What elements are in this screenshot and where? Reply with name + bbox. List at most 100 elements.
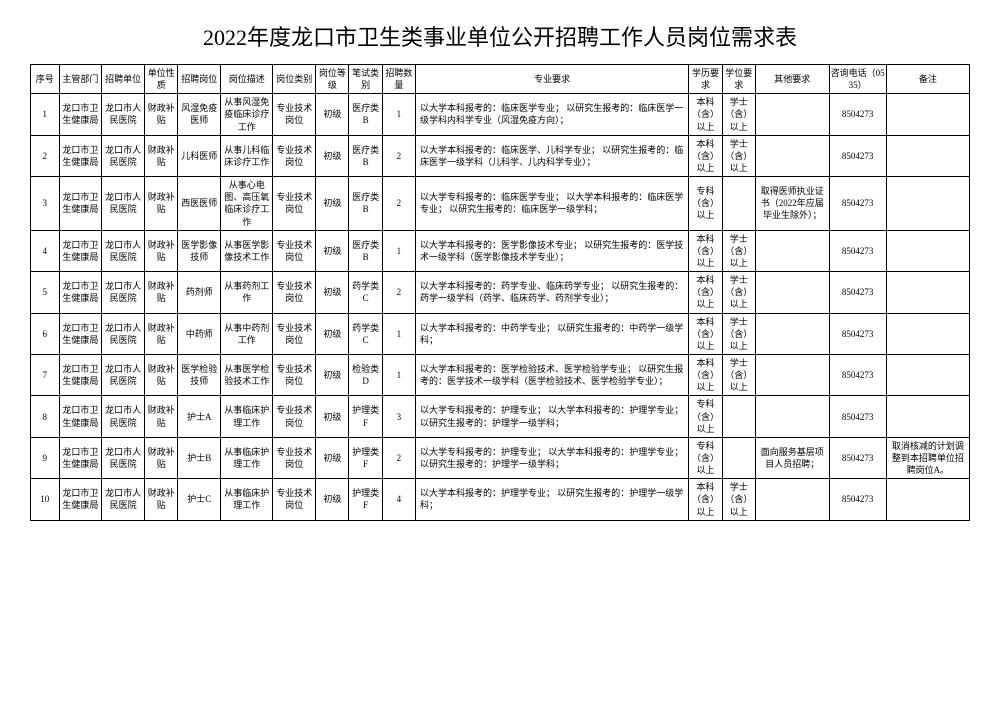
cell-exam: 护理类F bbox=[349, 396, 382, 437]
cell-edu: 本科（含）以上 bbox=[689, 272, 722, 313]
cell-note bbox=[886, 354, 969, 395]
cell-nature: 财政补贴 bbox=[145, 94, 178, 135]
table-row: 10龙口市卫生健康局龙口市人民医院财政补贴护士C从事临床护理工作专业技术岗位初级… bbox=[31, 479, 970, 520]
cell-note bbox=[886, 272, 969, 313]
cell-other bbox=[755, 272, 829, 313]
cell-exam: 医疗类B bbox=[349, 94, 382, 135]
cell-exam: 护理类F bbox=[349, 437, 382, 478]
cell-level: 初级 bbox=[316, 272, 349, 313]
cell-unit: 龙口市人民医院 bbox=[102, 354, 145, 395]
cell-position: 中药师 bbox=[178, 313, 221, 354]
cell-other bbox=[755, 94, 829, 135]
cell-idx: 9 bbox=[31, 437, 60, 478]
cell-note bbox=[886, 479, 969, 520]
cell-num: 1 bbox=[382, 354, 415, 395]
table-row: 8龙口市卫生健康局龙口市人民医院财政补贴护士A从事临床护理工作专业技术岗位初级护… bbox=[31, 396, 970, 437]
cell-note bbox=[886, 230, 969, 271]
cell-other bbox=[755, 135, 829, 176]
cell-tel: 8504273 bbox=[829, 272, 886, 313]
col-num: 招聘数量 bbox=[382, 65, 415, 94]
cell-other bbox=[755, 354, 829, 395]
cell-dept: 龙口市卫生健康局 bbox=[59, 272, 102, 313]
cell-unit: 龙口市人民医院 bbox=[102, 94, 145, 135]
cell-other bbox=[755, 230, 829, 271]
cell-req: 以大学专科报考的：护理专业； 以大学本科报考的：护理学专业； 以研究生报考的：护… bbox=[416, 437, 689, 478]
cell-category: 专业技术岗位 bbox=[273, 479, 316, 520]
cell-exam: 医疗类B bbox=[349, 177, 382, 231]
col-degree: 学位要求 bbox=[722, 65, 755, 94]
cell-edu: 专科（含）以上 bbox=[689, 437, 722, 478]
cell-dept: 龙口市卫生健康局 bbox=[59, 354, 102, 395]
cell-other bbox=[755, 479, 829, 520]
cell-degree bbox=[722, 396, 755, 437]
cell-req: 以大学本科报考的：医学影像技术专业； 以研究生报考的：医学技术一级学科（医学影像… bbox=[416, 230, 689, 271]
cell-nature: 财政补贴 bbox=[145, 230, 178, 271]
cell-num: 2 bbox=[382, 272, 415, 313]
cell-req: 以大学专科报考的：临床医学专业； 以大学本科报考的：临床医学专业； 以研究生报考… bbox=[416, 177, 689, 231]
cell-tel: 8504273 bbox=[829, 396, 886, 437]
table-row: 4龙口市卫生健康局龙口市人民医院财政补贴医学影像技师从事医学影像技术工作专业技术… bbox=[31, 230, 970, 271]
col-other: 其他要求 bbox=[755, 65, 829, 94]
cell-level: 初级 bbox=[316, 230, 349, 271]
page-title: 2022年度龙口市卫生类事业单位公开招聘工作人员岗位需求表 bbox=[30, 20, 970, 52]
cell-level: 初级 bbox=[316, 313, 349, 354]
cell-nature: 财政补贴 bbox=[145, 272, 178, 313]
cell-category: 专业技术岗位 bbox=[273, 272, 316, 313]
recruitment-table: 序号 主管部门 招聘单位 单位性质 招聘岗位 岗位描述 岗位类别 岗位等级 笔试… bbox=[30, 64, 970, 521]
cell-unit: 龙口市人民医院 bbox=[102, 230, 145, 271]
cell-position: 医学影像技师 bbox=[178, 230, 221, 271]
cell-idx: 8 bbox=[31, 396, 60, 437]
cell-nature: 财政补贴 bbox=[145, 354, 178, 395]
cell-level: 初级 bbox=[316, 479, 349, 520]
cell-other: 取得医师执业证书（2022年应届毕业生除外）； bbox=[755, 177, 829, 231]
col-tel: 咨询电话（0535） bbox=[829, 65, 886, 94]
cell-nature: 财政补贴 bbox=[145, 135, 178, 176]
cell-exam: 护理类F bbox=[349, 479, 382, 520]
cell-desc: 从事中药剂工作 bbox=[221, 313, 273, 354]
cell-unit: 龙口市人民医院 bbox=[102, 437, 145, 478]
table-body: 1龙口市卫生健康局龙口市人民医院财政补贴风湿免疫医师从事风湿免疫临床诊疗工作专业… bbox=[31, 94, 970, 520]
cell-exam: 医疗类B bbox=[349, 230, 382, 271]
table-row: 5龙口市卫生健康局龙口市人民医院财政补贴药剂师从事药剂工作专业技术岗位初级药学类… bbox=[31, 272, 970, 313]
cell-edu: 专科（含）以上 bbox=[689, 396, 722, 437]
col-level: 岗位等级 bbox=[316, 65, 349, 94]
cell-idx: 1 bbox=[31, 94, 60, 135]
cell-position: 西医医师 bbox=[178, 177, 221, 231]
col-nature: 单位性质 bbox=[145, 65, 178, 94]
table-row: 1龙口市卫生健康局龙口市人民医院财政补贴风湿免疫医师从事风湿免疫临床诊疗工作专业… bbox=[31, 94, 970, 135]
cell-desc: 从事风湿免疫临床诊疗工作 bbox=[221, 94, 273, 135]
cell-position: 护士C bbox=[178, 479, 221, 520]
cell-note bbox=[886, 177, 969, 231]
cell-tel: 8504273 bbox=[829, 313, 886, 354]
cell-idx: 7 bbox=[31, 354, 60, 395]
cell-nature: 财政补贴 bbox=[145, 177, 178, 231]
cell-edu: 本科（含）以上 bbox=[689, 354, 722, 395]
col-req: 专业要求 bbox=[416, 65, 689, 94]
cell-dept: 龙口市卫生健康局 bbox=[59, 135, 102, 176]
cell-dept: 龙口市卫生健康局 bbox=[59, 94, 102, 135]
cell-num: 4 bbox=[382, 479, 415, 520]
cell-idx: 4 bbox=[31, 230, 60, 271]
cell-category: 专业技术岗位 bbox=[273, 313, 316, 354]
cell-edu: 本科（含）以上 bbox=[689, 135, 722, 176]
cell-edu: 本科（含）以上 bbox=[689, 94, 722, 135]
cell-num: 1 bbox=[382, 94, 415, 135]
cell-position: 护士A bbox=[178, 396, 221, 437]
cell-dept: 龙口市卫生健康局 bbox=[59, 230, 102, 271]
cell-num: 2 bbox=[382, 437, 415, 478]
table-row: 7龙口市卫生健康局龙口市人民医院财政补贴医学检验技师从事医学检验技术工作专业技术… bbox=[31, 354, 970, 395]
cell-nature: 财政补贴 bbox=[145, 479, 178, 520]
cell-idx: 5 bbox=[31, 272, 60, 313]
cell-level: 初级 bbox=[316, 135, 349, 176]
cell-num: 1 bbox=[382, 313, 415, 354]
cell-idx: 2 bbox=[31, 135, 60, 176]
cell-degree: 学士（含）以上 bbox=[722, 94, 755, 135]
cell-degree: 学士（含）以上 bbox=[722, 354, 755, 395]
cell-nature: 财政补贴 bbox=[145, 313, 178, 354]
cell-idx: 3 bbox=[31, 177, 60, 231]
cell-tel: 8504273 bbox=[829, 437, 886, 478]
cell-idx: 6 bbox=[31, 313, 60, 354]
cell-dept: 龙口市卫生健康局 bbox=[59, 479, 102, 520]
cell-position: 风湿免疫医师 bbox=[178, 94, 221, 135]
cell-other bbox=[755, 313, 829, 354]
